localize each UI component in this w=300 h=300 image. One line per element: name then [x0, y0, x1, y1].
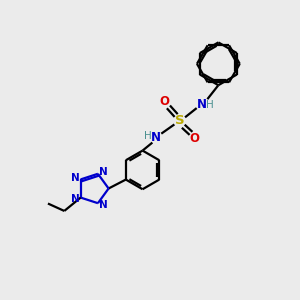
- Text: H: H: [144, 131, 152, 141]
- Text: O: O: [190, 132, 200, 145]
- Text: N: N: [197, 98, 207, 111]
- Text: N: N: [99, 200, 107, 210]
- Text: O: O: [160, 95, 170, 108]
- Text: N: N: [151, 131, 161, 144]
- Text: N: N: [71, 194, 80, 204]
- Text: N: N: [71, 173, 80, 183]
- Text: N: N: [99, 167, 107, 177]
- Text: S: S: [175, 114, 184, 128]
- Text: H: H: [206, 100, 214, 110]
